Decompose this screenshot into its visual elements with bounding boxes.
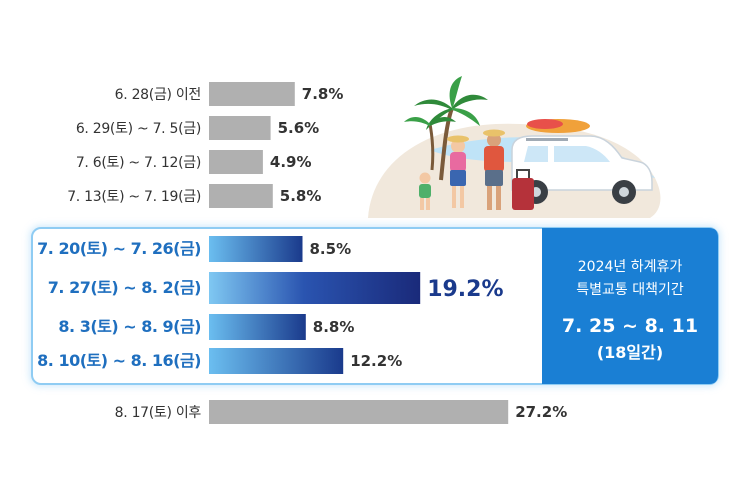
bar (209, 400, 509, 424)
category-label: 6. 28(금) 이전 (115, 87, 201, 103)
bar (209, 236, 303, 262)
palm-tree-icon (414, 76, 488, 181)
value-label: 5.8% (280, 187, 322, 205)
special-period-title-1: 2024년 하계휴가 (578, 259, 683, 275)
bar (209, 184, 273, 208)
value-label: 27.2% (515, 403, 567, 421)
suitcase-icon (512, 169, 534, 210)
category-label: 7. 6(토) ~ 7. 12(금) (76, 155, 201, 171)
value-label: 8.5% (310, 240, 352, 258)
value-label: 7.8% (302, 85, 344, 103)
value-label: 5.6% (278, 119, 320, 137)
category-label: 7. 20(토) ~ 7. 26(금) (37, 239, 201, 258)
surfboard-icon (526, 119, 590, 133)
category-label: 6. 29(토) ~ 7. 5(금) (76, 121, 201, 137)
special-period-title-2: 특별교통 대책기간 (576, 282, 684, 298)
category-label: 7. 13(토) ~ 7. 19(금) (67, 189, 201, 205)
bar (209, 150, 263, 174)
category-label: 8. 10(토) ~ 8. 16(금) (37, 351, 201, 370)
car-icon (511, 135, 653, 204)
special-period-panel (542, 228, 718, 384)
value-label: 12.2% (350, 352, 402, 370)
special-period-duration: (18일간) (597, 343, 663, 362)
family-icon (419, 129, 505, 210)
bar (209, 348, 344, 374)
special-period-dates: 7. 25 ~ 8. 11 (562, 315, 698, 337)
bar (209, 116, 271, 140)
bars-group: 6. 28(금) 이전 7.8% 6. 29(토) ~ 7. 5(금) 5.6% 7. … (37, 82, 567, 424)
value-label: 8.8% (313, 318, 355, 336)
value-label: 19.2% (427, 277, 503, 302)
category-label: 8. 3(토) ~ 8. 9(금) (58, 317, 201, 336)
bar (209, 82, 295, 106)
palm-tree-small-icon (404, 117, 456, 171)
category-label: 8. 17(토) 이후 (115, 405, 202, 421)
bar (209, 314, 306, 340)
beach-illustration (368, 76, 661, 218)
category-label: 7. 27(토) ~ 8. 2(금) (48, 278, 201, 297)
value-label: 4.9% (270, 153, 312, 171)
bar (209, 272, 421, 304)
